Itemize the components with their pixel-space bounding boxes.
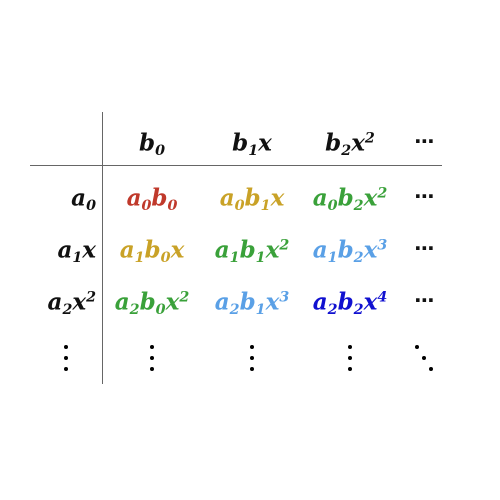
product-term-r2-c0: a2b0x2 [114,288,190,318]
product-term-r2-c1: a2b1x3 [214,288,290,318]
row-label-2: a2x2 [47,288,96,318]
column-header-1: b1x [232,129,272,159]
vertical-divider [102,112,103,384]
row-label-0: a0 [71,184,96,214]
column-vdots-2 [340,343,360,373]
product-term-r0-c2: a0b2x2 [312,184,388,214]
column-vdots-1 [242,343,262,373]
row-ellipsis-2: ⋯ [414,288,436,312]
row-ellipsis-0: ⋯ [414,184,436,208]
product-term-r0-c0: a0b0 [126,184,178,214]
column-header-0: b0 [138,129,166,159]
product-term-r0-c1: a0b1x [219,184,285,214]
row-label-1: a1x [57,236,96,266]
product-term-r2-c2: a2b2x4 [312,288,388,318]
label-vdots [56,343,76,373]
product-term-r1-c1: a1b1x2 [214,236,290,266]
column-vdots-0 [142,343,162,373]
diagonal-dots [413,343,433,373]
column-header-2: b2x2 [325,129,375,159]
header-ellipsis: ⋯ [414,129,436,153]
product-term-r1-c2: a1b2x3 [312,236,388,266]
horizontal-divider [30,165,442,166]
product-term-r1-c0: a1b0x [119,236,185,266]
row-ellipsis-1: ⋯ [414,236,436,260]
